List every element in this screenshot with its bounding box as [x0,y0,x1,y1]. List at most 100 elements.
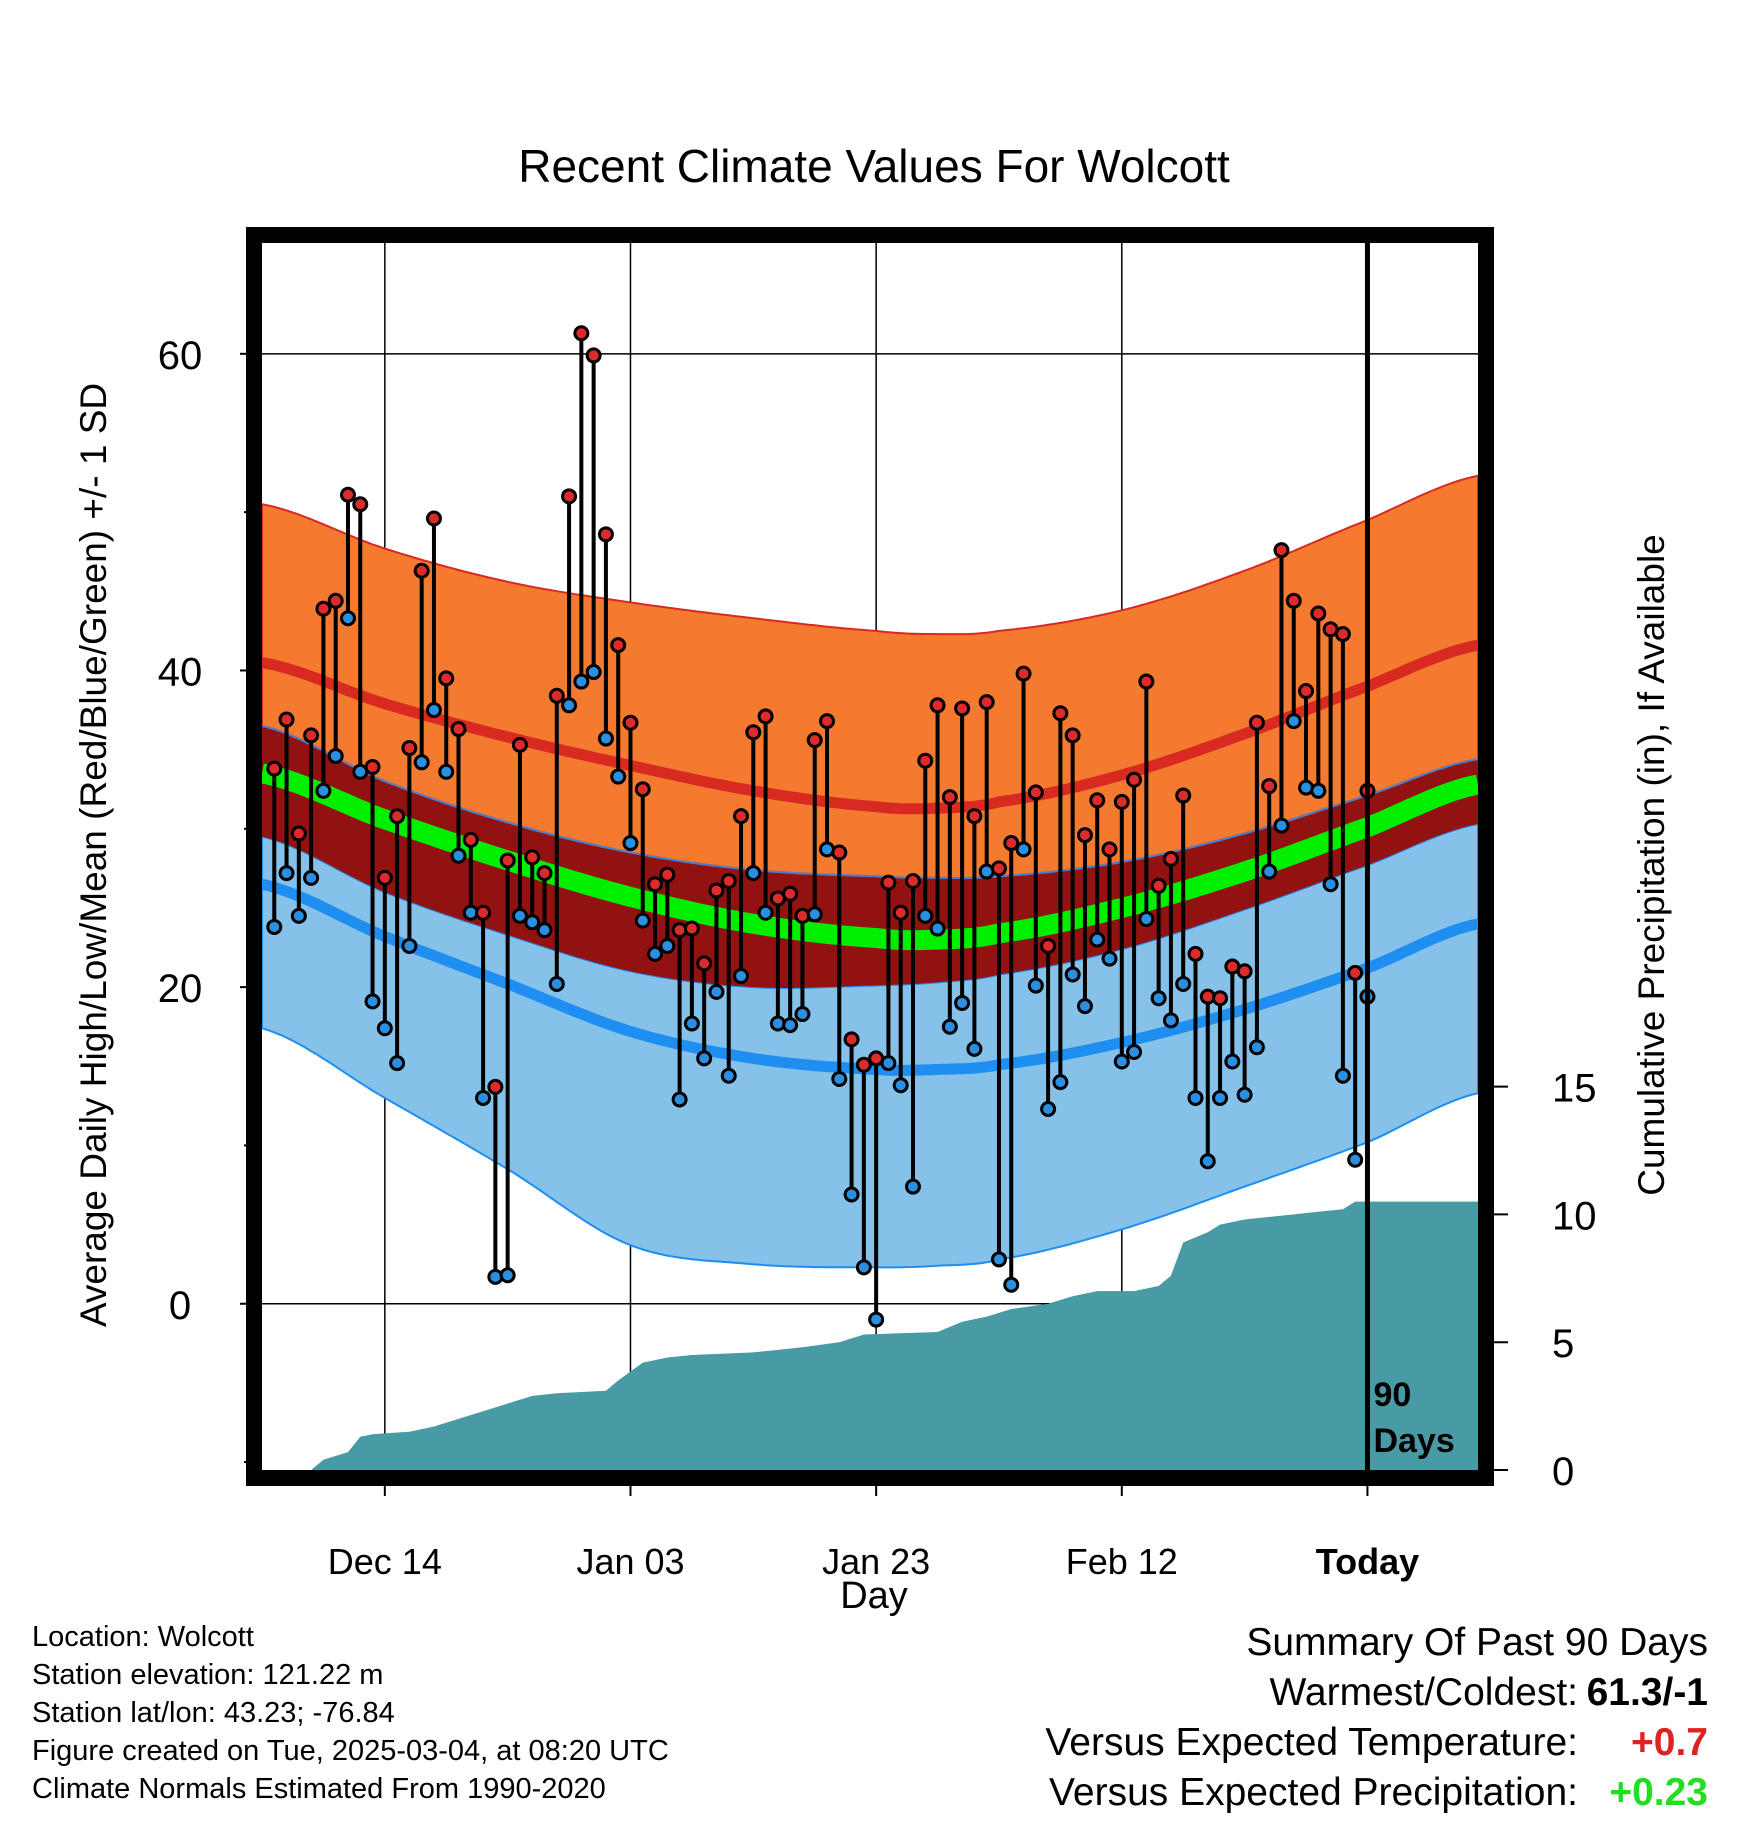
daily-high-point [1298,683,1315,700]
x-axis-label: Day [840,1575,908,1617]
daily-high-point [1347,964,1364,981]
daily-high-point [843,1031,860,1048]
daily-low-point [376,1020,393,1037]
daily-high-point [1040,937,1057,954]
daily-low-point [1015,841,1032,858]
summary-label: Warmest/Coldest: [1269,1671,1578,1714]
daily-low-point [450,847,467,864]
daily-low-point [622,835,639,852]
daily-low-point [904,1178,921,1195]
daily-high-point [1138,673,1155,690]
daily-high-point [1027,784,1044,801]
daily-high-point [1334,626,1351,643]
y2-axis-label: Cumulative Precipitation (in), If Availa… [1631,534,1672,1196]
daily-high-point [634,781,651,798]
daily-low-point [511,907,528,924]
axes: 0 20 40 60 0 5 10 15 Dec 14 Jan 03 Jan 23 Feb 12 Tod… [158,334,1597,1582]
daily-low-point [1040,1101,1057,1118]
daily-low-point [1076,998,1093,1015]
daily-high-point [1076,827,1093,844]
daily-high-point [487,1078,504,1095]
daily-low-point [315,782,332,799]
daily-low-point [610,768,627,785]
daily-low-point [1101,950,1118,967]
daily-low-point [1322,876,1339,893]
daily-low-point [806,906,823,923]
daily-high-point [1273,542,1290,559]
daily-low-point [990,1251,1007,1268]
daily-low-point [1273,817,1290,834]
cumulative-precipitation-area [262,1201,1478,1470]
daily-high-point [401,740,418,757]
daily-high-point [597,526,614,543]
daily-high-point [696,955,713,972]
daily-low-point [892,1077,909,1094]
climate-normals-note: Climate Normals Estimated From 1990-2020 [32,1773,606,1805]
summary-label: Versus Expected Precipitation: [1049,1771,1578,1814]
y-tick-label: 60 [158,334,203,378]
today-days-label-number: 90 [1373,1376,1411,1414]
daily-low-point [1248,1039,1265,1056]
daily-low-point [1187,1089,1204,1106]
daily-high-point [806,732,823,749]
daily-low-point [475,1089,492,1106]
daily-high-point [1248,714,1265,731]
daily-low-point [1138,911,1155,928]
daily-high-point [733,808,750,825]
daily-low-point [1334,1067,1351,1084]
daily-low-point [536,922,553,939]
daily-low-point [524,914,541,931]
daily-low-point [634,912,651,929]
daily-low-point [1236,1086,1253,1103]
daily-high-point [413,562,430,579]
summary-label: Versus Expected Temperature: [1045,1721,1578,1764]
daily-high-point [1212,990,1229,1007]
daily-low-point [1126,1044,1143,1061]
daily-high-point [364,759,381,776]
daily-high-point [1015,665,1032,682]
daily-high-point [1052,705,1069,722]
daily-low-point [1224,1053,1241,1070]
daily-low-point [659,937,676,954]
daily-high-point [622,714,639,731]
summary-value: +0.7 [1631,1721,1708,1764]
daily-high-point [659,866,676,883]
daily-low-point [696,1050,713,1067]
summary-title: Summary Of Past 90 Days [1246,1621,1708,1664]
daily-low-point [1261,863,1278,880]
daily-low-point [1285,713,1302,730]
station-lat-lon: Station lat/lon: 43.23; -76.84 [32,1697,395,1729]
daily-low-point [425,702,442,719]
daily-high-point [389,808,406,825]
daily-high-point [904,873,921,890]
daily-high-point [917,752,934,769]
daily-observations [266,325,1376,1328]
daily-low-point [573,673,590,690]
daily-low-point [561,697,578,714]
daily-high-point [855,1056,872,1073]
daily-high-point [782,885,799,902]
daily-high-point [303,727,320,744]
daily-low-point [1162,1012,1179,1029]
daily-high-point [990,860,1007,877]
today-days-label-unit: Days [1373,1422,1454,1460]
daily-low-point [843,1186,860,1203]
daily-high-point [499,852,516,869]
daily-low-point [438,763,455,780]
daily-high-point [1101,841,1118,858]
daily-low-point [733,968,750,985]
daily-high-point [978,694,995,711]
summary-value: 61.3/-1 [1586,1671,1708,1714]
summary-value: +0.23 [1609,1771,1708,1814]
daily-high-point [610,637,627,654]
daily-high-point [1162,850,1179,867]
y2-tick-label: 5 [1552,1322,1574,1366]
daily-high-point [561,488,578,505]
daily-low-point [954,994,971,1011]
summary-row-warmest-coldest: Warmest/Coldest: 61.3/-1 [888,1668,1708,1718]
daily-high-point [327,592,344,609]
daily-high-point [1285,592,1302,609]
daily-high-point [720,873,737,890]
daily-high-point [548,687,565,704]
